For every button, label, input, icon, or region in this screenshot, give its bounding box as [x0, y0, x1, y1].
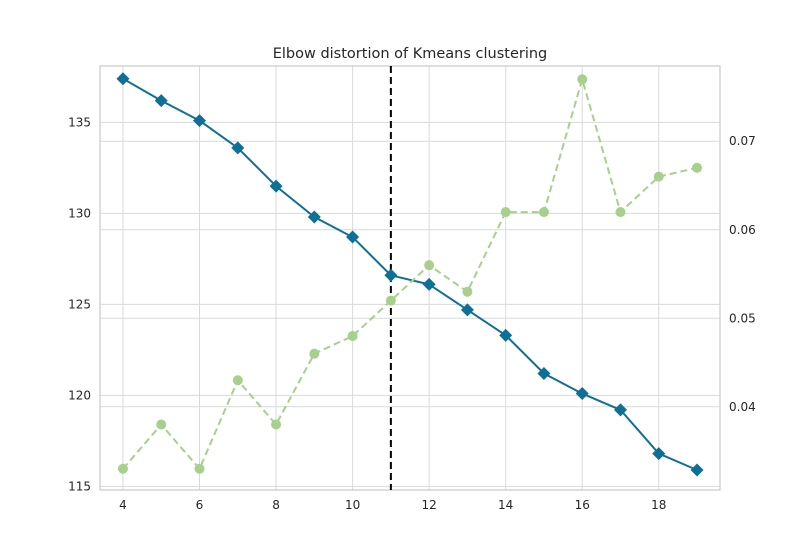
- distortion-point: [575, 387, 589, 401]
- distortion-point: [690, 463, 704, 477]
- fit-time-point: [271, 419, 282, 430]
- x-tick-label: 8: [272, 498, 280, 512]
- fit-time-point: [309, 348, 320, 359]
- y2-tick-label: 0.05: [729, 311, 756, 325]
- y-tick-label: 135: [68, 115, 91, 129]
- y-tick-label: 115: [68, 479, 91, 493]
- fit-time-point: [462, 286, 473, 297]
- fit-time-point: [385, 295, 396, 306]
- distortion-point: [269, 179, 283, 193]
- distortion-point: [384, 268, 398, 282]
- fit-time-point: [424, 260, 435, 271]
- x-tick-label: 16: [575, 498, 590, 512]
- distortion-point: [193, 114, 207, 128]
- distortion-point: [154, 94, 168, 108]
- fit-time-point: [117, 463, 128, 474]
- fit-time-point: [156, 419, 167, 430]
- x-tick-label: 4: [119, 498, 127, 512]
- distortion-point: [346, 230, 360, 244]
- plot-frame: [99, 65, 721, 491]
- distortion-point: [231, 141, 245, 155]
- fit-time-point: [577, 74, 588, 85]
- distortion-point: [499, 328, 513, 342]
- y-tick-label: 120: [68, 388, 91, 402]
- y-tick-label: 125: [68, 297, 91, 311]
- fit-time-point: [653, 171, 664, 182]
- y2-tick-label: 0.04: [729, 400, 756, 414]
- fit-time-point: [194, 463, 205, 474]
- fit-time-point: [347, 330, 358, 341]
- distortion-point: [613, 403, 627, 417]
- fit-time-point: [538, 207, 549, 218]
- distortion-point: [460, 303, 474, 317]
- y2-tick-label: 0.06: [729, 223, 756, 237]
- series-layer: [116, 72, 704, 477]
- x-tick-label: 12: [421, 498, 436, 512]
- fit-time-point: [692, 162, 703, 173]
- distortion-point: [422, 277, 436, 291]
- y-tick-label: 130: [68, 206, 91, 220]
- distortion-point: [652, 447, 666, 461]
- x-tick-label: 18: [651, 498, 666, 512]
- fit-time-point: [615, 207, 626, 218]
- x-tick-label: 6: [196, 498, 204, 512]
- fit-time-point: [232, 375, 243, 386]
- grid-layer: [100, 66, 720, 490]
- distortion-line: [122, 77, 698, 471]
- plot-frame-border: [99, 65, 721, 491]
- fit-time-line: [122, 78, 698, 470]
- distortion-point: [307, 210, 321, 224]
- distortion-point: [116, 72, 130, 86]
- fit-time-point: [500, 207, 511, 218]
- y2-tick-label: 0.07: [729, 134, 756, 148]
- x-tick-label: 14: [498, 498, 513, 512]
- x-tick-label: 10: [345, 498, 360, 512]
- chart-title: Elbow distortion of Kmeans clustering: [273, 46, 548, 62]
- distortion-point: [537, 367, 551, 381]
- tick-labels-layer: 4 6 8 10 12 14 16 18 115 120 125 130 135 0.04 0.05 0.06…: [68, 115, 756, 512]
